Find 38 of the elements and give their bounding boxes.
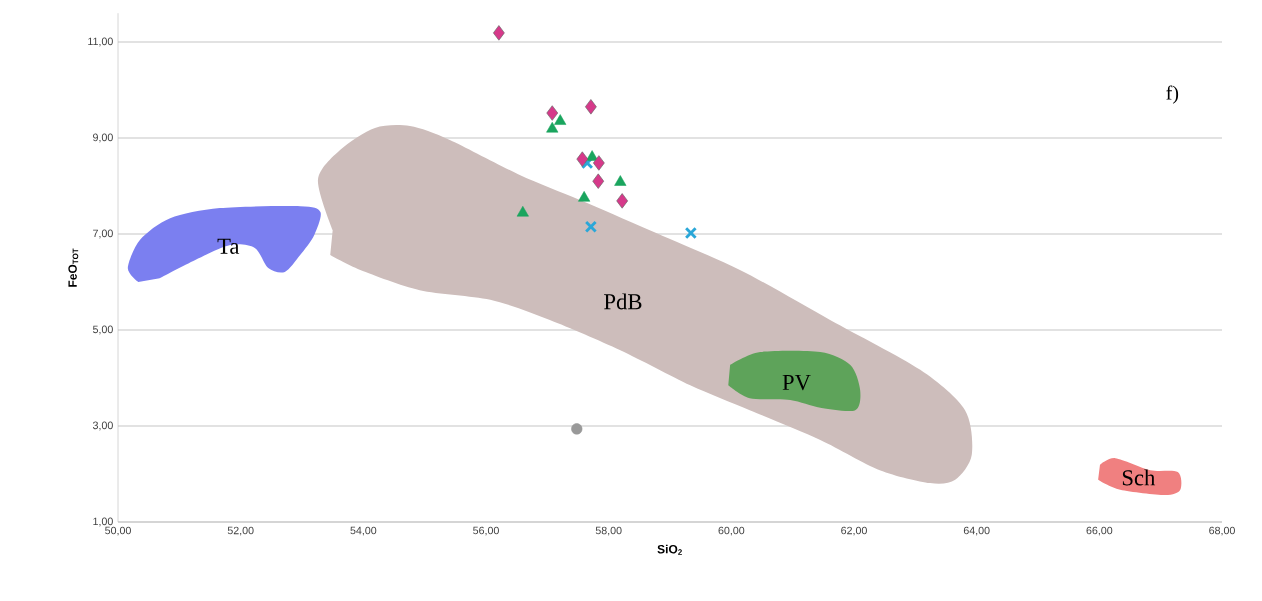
point <box>516 205 529 217</box>
point <box>571 423 583 435</box>
x-tick-label: 52,00 <box>227 526 254 536</box>
y-tick-label: 3,00 <box>92 421 113 431</box>
x-tick-label: 62,00 <box>841 526 867 536</box>
point <box>493 25 505 41</box>
point <box>684 226 698 240</box>
point <box>585 99 597 115</box>
y-tick-label: 1,00 <box>93 517 113 527</box>
series-label: PV <box>782 374 811 391</box>
x-tick-label: 60,00 <box>718 526 745 536</box>
point <box>578 191 591 202</box>
y-tick-label: 11,00 <box>88 37 113 47</box>
x-axis-title: SiO$_{2}$ <box>657 544 682 555</box>
series-label: Ta <box>217 238 240 254</box>
point <box>593 155 605 171</box>
point <box>614 175 627 186</box>
y-tick-label: 5,00 <box>92 325 113 335</box>
series-label: PdB <box>604 293 642 310</box>
point <box>616 193 629 209</box>
point <box>546 121 559 133</box>
point <box>584 220 598 233</box>
x-tick-label: 68,00 <box>1209 526 1235 536</box>
x-tick-label: 50,00 <box>105 526 131 536</box>
point <box>592 173 605 189</box>
x-tick-label: 58,00 <box>595 526 622 536</box>
x-tick-label: 54,00 <box>350 526 377 536</box>
point <box>576 151 589 167</box>
annotation: f) <box>1166 85 1179 104</box>
x-tick-label: 66,00 <box>1086 526 1113 536</box>
series-label: Sch <box>1122 469 1156 486</box>
x-tick-label: 56,00 <box>473 526 499 536</box>
point <box>546 105 559 121</box>
y-axis-title: FeO$_{TOT}$ <box>68 248 79 287</box>
y-tick-label: 9,00 <box>93 133 113 143</box>
point <box>554 114 567 125</box>
x-tick-label: 64,00 <box>963 526 990 536</box>
y-tick-label: 7,00 <box>93 229 113 239</box>
